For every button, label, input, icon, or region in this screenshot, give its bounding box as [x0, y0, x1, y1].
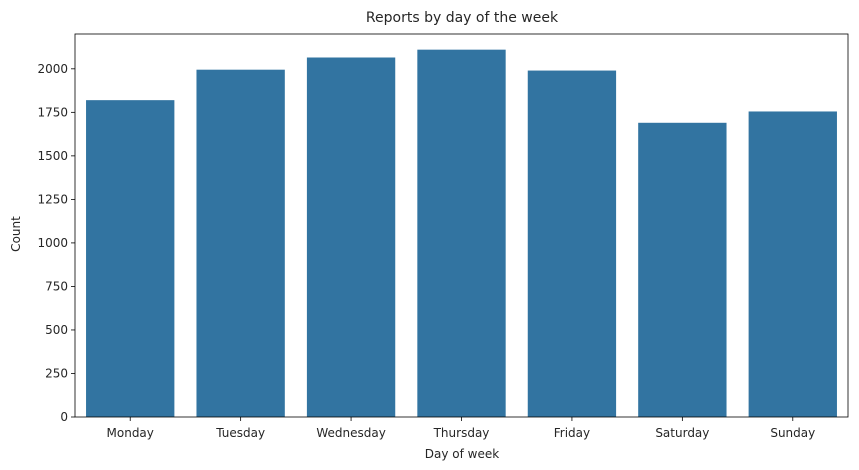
bar-saturday	[638, 122, 727, 417]
x-tick-label: Wednesday	[316, 426, 385, 440]
y-tick-label: 2000	[37, 62, 68, 76]
x-tick-label: Friday	[554, 426, 590, 440]
y-tick-label: 1250	[37, 192, 68, 206]
bar-monday	[86, 100, 175, 418]
x-tick-label: Saturday	[655, 426, 709, 440]
x-tick-label: Tuesday	[215, 426, 265, 440]
y-ticks-group: 0 250 500 750 1000 1250 1500 1750 2000	[37, 62, 75, 424]
chart-title: Reports by day of the week	[366, 10, 559, 26]
x-tick-label: Sunday	[770, 426, 815, 440]
bar-sunday	[748, 111, 837, 417]
y-tick-label: 250	[45, 366, 68, 380]
plot-frame	[74, 33, 849, 418]
y-tick-label: 1500	[37, 149, 68, 163]
y-tick-label: 500	[45, 323, 68, 337]
bar-thursday	[417, 49, 506, 417]
bar-wednesday	[306, 57, 396, 418]
x-tick-label: Thursday	[433, 426, 490, 440]
y-tick-label: 0	[60, 410, 68, 424]
bars-group	[86, 49, 837, 418]
x-ticks-group: Monday Tuesday Wednesday Thursday Friday Satu…	[107, 417, 815, 440]
y-tick-label: 1000	[37, 236, 68, 250]
y-tick-label: 750	[45, 279, 68, 293]
x-axis-label: Day of week	[425, 447, 499, 461]
bar-friday	[527, 70, 617, 418]
y-axis-label: Count	[9, 216, 23, 252]
x-tick-label: Monday	[107, 426, 154, 440]
y-tick-label: 1750	[37, 105, 68, 119]
bar-tuesday	[196, 69, 285, 418]
